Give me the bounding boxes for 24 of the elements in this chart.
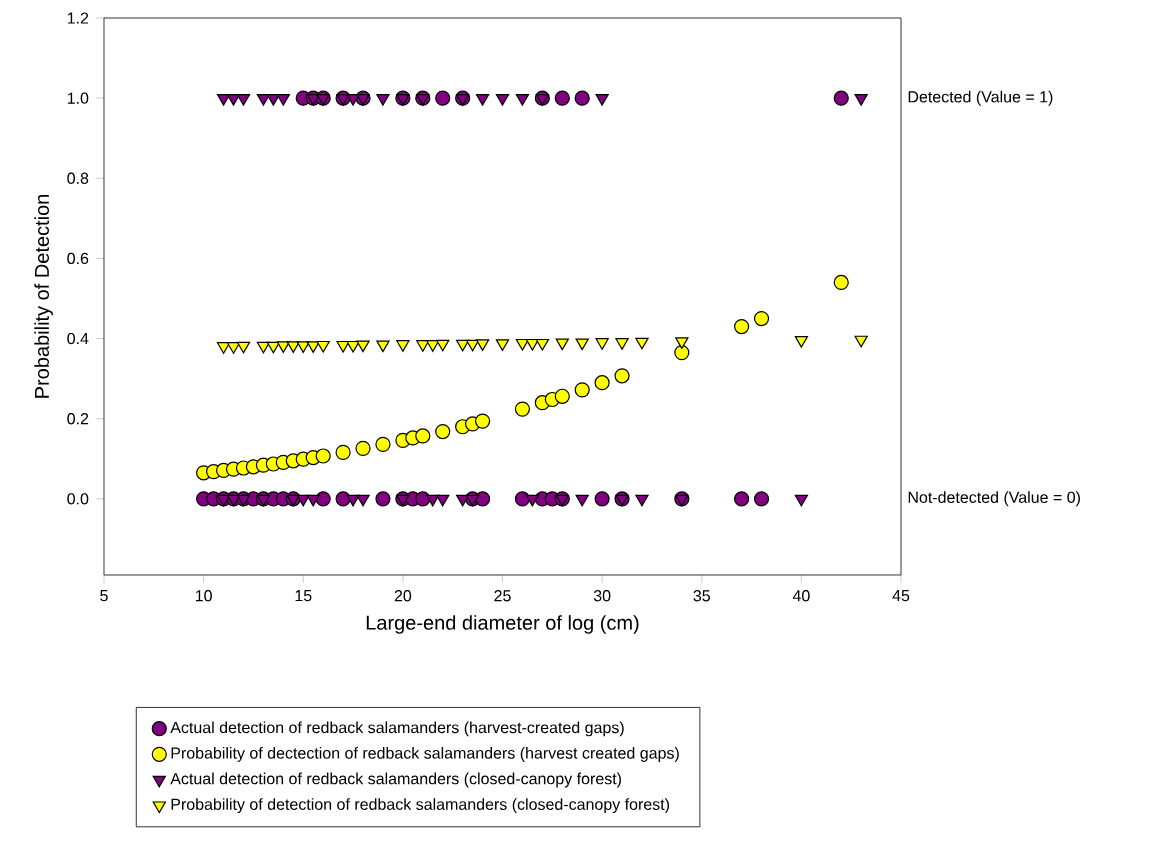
x-tick-label: 30 xyxy=(593,590,611,602)
y-tick-label: 1.2 xyxy=(67,12,89,24)
x-tick-label: 15 xyxy=(295,590,312,602)
legend-label: Probability of detection of redback salamanders (closed-canopy forest) xyxy=(171,798,669,814)
x-tick-label: 5 xyxy=(100,590,108,602)
x-tick-label: 10 xyxy=(195,590,212,602)
x-tick-label: 25 xyxy=(494,590,511,602)
y-tick-label: 0.6 xyxy=(67,252,89,265)
x-tick-label: 45 xyxy=(892,590,910,602)
x-tick-label: 20 xyxy=(394,590,412,602)
text: Not-detected (Value = 0) xyxy=(908,491,1080,507)
x-axis-title: Large-end diameter of log (cm) xyxy=(366,615,639,634)
text: Detected (Value = 1) xyxy=(908,90,1053,106)
legend-label: Actual detection of redback salamanders (closed-canopy forest) xyxy=(170,772,621,788)
y-tick-label: 0.0 xyxy=(67,493,89,505)
legend-label: Actual detection of redback salamanders (harvest-created gaps) xyxy=(170,721,624,737)
y-tick-label: 0.2 xyxy=(67,413,89,425)
legend-label: Probability of dectection of redback salamanders (harvest created gaps) xyxy=(171,746,679,762)
y-axis-title: Probability of Detection xyxy=(34,195,53,398)
y-tick-label: 0.4 xyxy=(67,332,89,345)
x-tick-label: 40 xyxy=(792,590,810,602)
y-tick-label: 1.0 xyxy=(67,92,89,104)
x-tick-label: 35 xyxy=(693,590,710,602)
y-tick-label: 0.8 xyxy=(67,172,89,184)
